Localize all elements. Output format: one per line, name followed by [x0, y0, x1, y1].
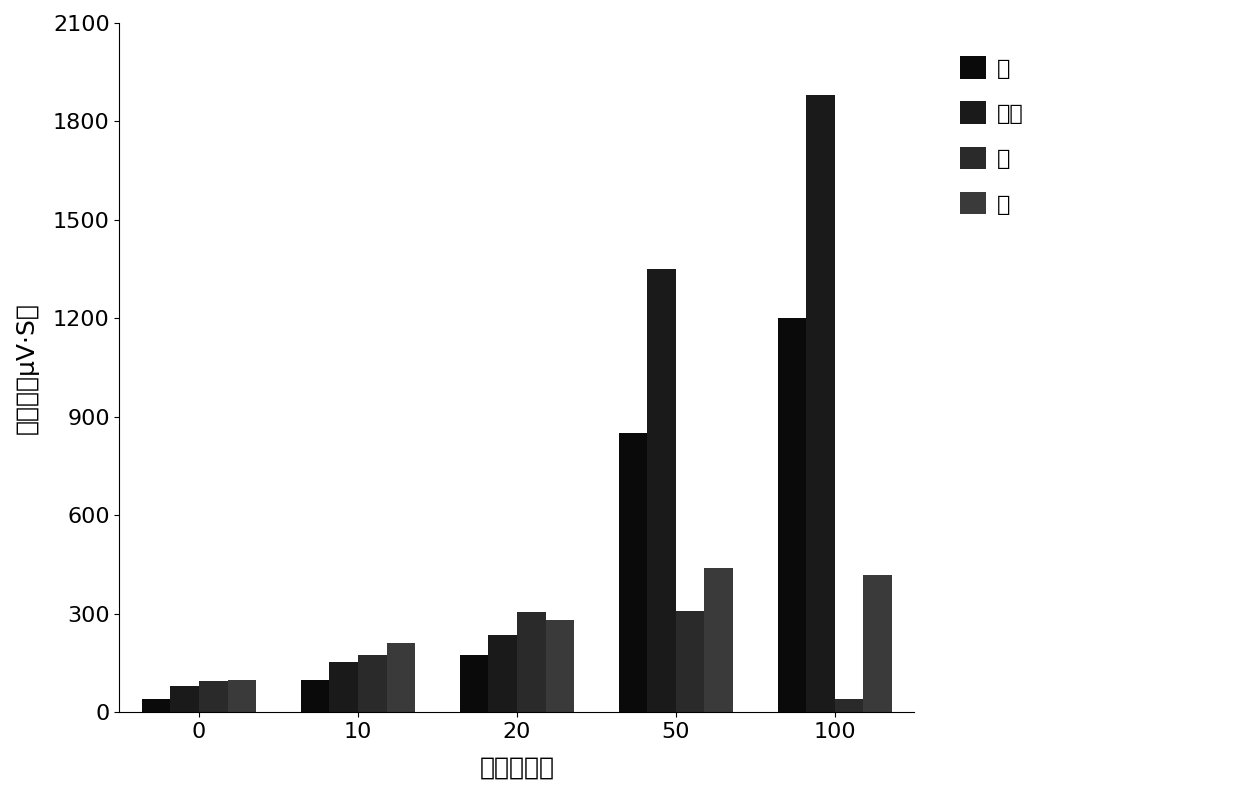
- Bar: [806, 95, 835, 712]
- Bar: [835, 700, 863, 712]
- Y-axis label: 峰面积（μV·S）: 峰面积（μV·S）: [15, 302, 38, 433]
- Bar: [387, 643, 415, 712]
- Bar: [301, 680, 330, 712]
- Bar: [863, 575, 892, 712]
- Bar: [330, 661, 358, 712]
- Bar: [170, 686, 198, 712]
- Bar: [546, 620, 574, 712]
- Bar: [141, 700, 170, 712]
- Bar: [676, 611, 704, 712]
- Bar: [619, 433, 647, 712]
- Bar: [460, 655, 489, 712]
- Bar: [198, 681, 228, 712]
- Legend: 茶, 联苯, 菲, 芴: 茶, 联苯, 菲, 芴: [937, 34, 1047, 237]
- X-axis label: 次数（圈）: 次数（圈）: [480, 756, 554, 780]
- Bar: [704, 568, 733, 712]
- Bar: [517, 612, 546, 712]
- Bar: [777, 319, 806, 712]
- Bar: [647, 270, 676, 712]
- Bar: [228, 680, 257, 712]
- Bar: [358, 655, 387, 712]
- Bar: [489, 635, 517, 712]
